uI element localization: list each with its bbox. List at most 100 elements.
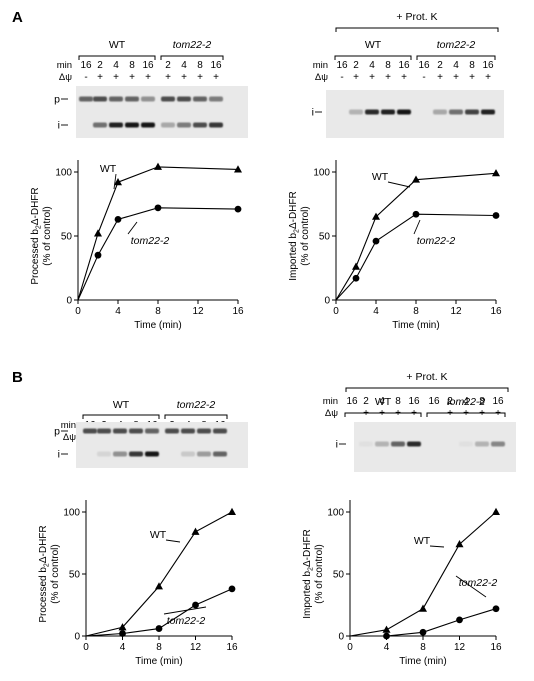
lane-min: 16 bbox=[398, 60, 410, 71]
lane-dpsi: + bbox=[395, 408, 401, 419]
chart-b-1: 0 4 8 12 16 0 50 100 Time (min) Processed b2Δ-DHF… bbox=[38, 500, 238, 667]
series-label-leader bbox=[387, 181, 411, 188]
series-label-leader bbox=[455, 575, 487, 598]
band-p bbox=[145, 428, 159, 434]
row-label-min: min bbox=[323, 396, 338, 407]
x-tick-label: 4 bbox=[115, 306, 121, 317]
lane-min: 4 bbox=[113, 60, 119, 71]
series-label-leader bbox=[163, 606, 207, 615]
band-p bbox=[129, 428, 143, 434]
band-p bbox=[181, 428, 195, 434]
band-i bbox=[125, 122, 139, 128]
band-i bbox=[391, 441, 405, 447]
band-i bbox=[359, 441, 373, 447]
lane-dpsi: - bbox=[432, 408, 435, 419]
lane-min: 8 bbox=[395, 396, 401, 407]
data-point-triangle bbox=[372, 212, 380, 220]
lane-min: 2 bbox=[97, 60, 103, 71]
band-i bbox=[129, 451, 143, 457]
band-i bbox=[213, 451, 227, 457]
data-point-triangle bbox=[228, 507, 236, 515]
y-tick-label: 0 bbox=[324, 296, 330, 307]
x-axis-label: Time (min) bbox=[392, 320, 439, 331]
lane-min: 8 bbox=[129, 60, 135, 71]
band-i bbox=[193, 122, 207, 128]
lane-dpsi: + bbox=[363, 408, 369, 419]
x-tick-label: 12 bbox=[454, 642, 466, 653]
lane-min: 16 bbox=[418, 60, 430, 71]
data-point-triangle bbox=[118, 623, 127, 631]
lane-min: 16 bbox=[142, 60, 154, 71]
data-point-circle bbox=[419, 628, 427, 636]
y-axis-label-2: (% of control) bbox=[314, 544, 325, 603]
blot-image bbox=[354, 422, 516, 472]
row-label-dpsi: Δψ bbox=[315, 72, 328, 83]
band-label-i: i bbox=[58, 120, 60, 132]
data-point-circle bbox=[456, 616, 463, 624]
group-bracket bbox=[82, 414, 160, 419]
band-i bbox=[97, 451, 111, 457]
y-axis-label: Processed b2Δ-DHFR bbox=[30, 187, 43, 284]
y-tick-label: 0 bbox=[66, 296, 72, 307]
data-point-triangle bbox=[419, 604, 427, 612]
x-axis-label: Time (min) bbox=[399, 656, 446, 667]
band-p bbox=[83, 428, 97, 434]
band-i bbox=[491, 441, 505, 447]
band-i bbox=[459, 441, 473, 447]
group-label-0: WT bbox=[109, 39, 126, 51]
row-label-min: min bbox=[57, 60, 72, 71]
lane-min: 16 bbox=[482, 60, 494, 71]
lane-dpsi: + bbox=[369, 72, 375, 83]
lane-dpsi: + bbox=[485, 72, 491, 83]
lane-min: 4 bbox=[181, 60, 187, 71]
y-tick-label: 100 bbox=[55, 168, 72, 179]
series-line-wt bbox=[349, 511, 497, 637]
chart-a-2: 0 4 8 12 16 0 50 100 Time (min) Imported b2Δ-DHFR… bbox=[288, 160, 502, 331]
band-p bbox=[177, 96, 191, 102]
x-tick-label: 8 bbox=[155, 306, 161, 317]
group-bracket bbox=[344, 412, 422, 417]
band-p bbox=[161, 96, 175, 102]
data-point-triangle bbox=[94, 229, 102, 237]
series-label-leader bbox=[413, 219, 421, 235]
x-tick-label: 0 bbox=[333, 306, 339, 317]
lane-dpsi: + bbox=[401, 72, 407, 83]
chart-a-1: 0 4 8 12 16 0 50 100 Time (min) Processed b2Δ-DHF… bbox=[30, 160, 244, 331]
group-label-1: tom22-2 bbox=[173, 39, 212, 51]
band-i bbox=[381, 109, 395, 115]
band-i bbox=[433, 109, 447, 115]
lane-min: 2 bbox=[363, 396, 369, 407]
y-tick-label: 50 bbox=[319, 232, 331, 243]
series-label-wt: WT bbox=[372, 171, 389, 183]
series-label-leader bbox=[113, 173, 117, 190]
band-i bbox=[375, 441, 389, 447]
data-point-circle bbox=[492, 605, 500, 613]
data-point-circle bbox=[94, 251, 102, 259]
band-p bbox=[79, 96, 93, 102]
lane-min: 2 bbox=[165, 60, 171, 71]
x-tick-label: 12 bbox=[192, 306, 204, 317]
lane-dpsi: + bbox=[479, 408, 485, 419]
series-label-wt: WT bbox=[150, 529, 167, 541]
band-i bbox=[349, 109, 363, 115]
band-i bbox=[197, 451, 211, 457]
band-i bbox=[181, 451, 195, 457]
x-axis-label: Time (min) bbox=[135, 656, 182, 667]
lane-min: 2 bbox=[437, 60, 443, 71]
y-tick-label: 50 bbox=[69, 570, 81, 581]
x-tick-label: 8 bbox=[420, 642, 426, 653]
x-axis-label: Time (min) bbox=[134, 320, 181, 331]
lane-dpsi: + bbox=[145, 72, 151, 83]
x-tick-label: 16 bbox=[232, 306, 244, 317]
group-label-0: WT bbox=[365, 39, 382, 51]
prot-k-bracket bbox=[335, 27, 499, 32]
band-i bbox=[141, 122, 155, 128]
lane-dpsi: - bbox=[422, 72, 425, 83]
series-label-wt: WT bbox=[414, 535, 431, 547]
x-tick-label: 12 bbox=[190, 642, 202, 653]
chart-b-2: 0 4 8 12 16 0 50 100 Time (min) Imported b2Δ-DHFR… bbox=[302, 500, 502, 667]
y-axis-label-2: (% of control) bbox=[300, 206, 311, 265]
panel-letter-a: A bbox=[12, 9, 23, 26]
lane-min: 4 bbox=[369, 60, 375, 71]
lane-dpsi: - bbox=[340, 72, 343, 83]
